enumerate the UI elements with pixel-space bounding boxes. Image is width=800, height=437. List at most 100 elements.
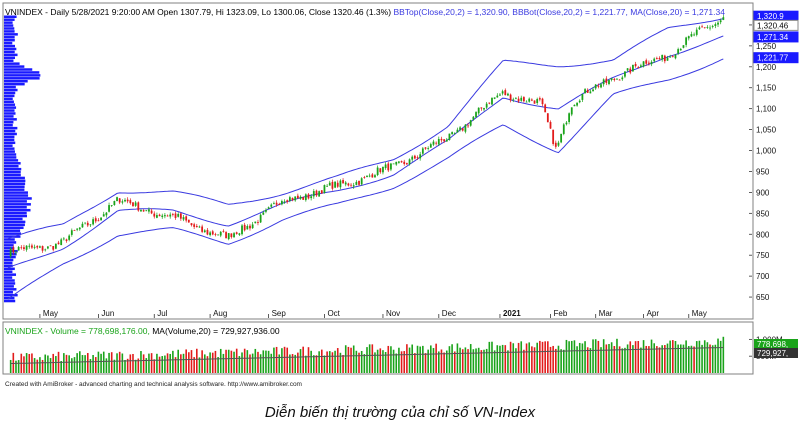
candle-body — [84, 222, 87, 224]
volume-bar — [339, 352, 342, 373]
volume-profile-bar — [4, 156, 17, 159]
candle-body — [475, 112, 477, 118]
candle-body — [190, 223, 193, 226]
candle-body — [602, 79, 605, 85]
y-tick-label: 1,000 — [756, 147, 777, 156]
candle-body — [153, 213, 156, 217]
candle-body — [395, 161, 398, 165]
candle-body — [315, 190, 318, 196]
volume-bar — [576, 346, 578, 373]
volume-profile-bar — [4, 91, 16, 95]
candle-body — [296, 195, 299, 199]
volume-bar — [222, 353, 225, 373]
y-tick-label: 700 — [756, 272, 770, 281]
volume-bar — [371, 344, 374, 373]
volume-bar — [703, 340, 706, 373]
x-tick-label: Nov — [386, 309, 400, 318]
candle-body — [177, 213, 180, 217]
candle-body — [25, 245, 28, 250]
candle-body — [20, 247, 23, 249]
candle-body — [496, 95, 499, 98]
volume-profile-bar — [4, 173, 21, 177]
volume-bar — [36, 359, 39, 373]
volume-bar — [501, 344, 504, 373]
volume-profile-bar — [4, 44, 15, 48]
candle-body — [448, 133, 451, 140]
volume-bar — [259, 354, 262, 373]
volume-bar — [488, 341, 491, 373]
volume-bar — [270, 353, 273, 373]
candle-body — [507, 93, 509, 96]
volume-bar — [217, 357, 219, 373]
volume-bar — [134, 359, 137, 373]
candle-body — [326, 185, 329, 187]
volume-bar — [376, 349, 379, 373]
volume-bar — [701, 344, 703, 373]
candle-body — [677, 49, 680, 54]
candle-body — [299, 196, 302, 199]
volume-bar — [366, 347, 368, 373]
candle-body — [640, 65, 642, 67]
volume-bar — [531, 346, 533, 373]
volume-profile-bar — [4, 82, 25, 86]
volume-bar — [475, 348, 477, 373]
volume-bar — [102, 351, 105, 373]
y-tick-label: 900 — [756, 188, 770, 197]
candle-body — [421, 148, 424, 154]
candle-body — [467, 125, 469, 127]
volume-bar — [387, 345, 390, 373]
candle-body — [198, 226, 201, 228]
volume-bar — [214, 350, 217, 373]
volume-bar — [275, 346, 278, 373]
candle-body — [600, 84, 602, 88]
volume-bar — [344, 345, 347, 373]
volume-bar — [9, 359, 12, 373]
volume-bar — [711, 345, 714, 373]
candle-body — [501, 91, 504, 94]
x-tick-label: Aug — [213, 309, 227, 318]
x-tick-label: Sep — [272, 309, 287, 318]
value-label-box — [753, 31, 799, 43]
volume-bar — [472, 349, 475, 373]
volume-bar — [717, 338, 719, 373]
candle-body — [102, 214, 105, 217]
candle-body — [270, 204, 273, 207]
volume-bar — [640, 347, 642, 373]
candle-body — [443, 139, 446, 142]
volume-bar — [512, 343, 515, 373]
candle-body — [597, 85, 600, 87]
volume-profile-bar — [4, 208, 31, 212]
volume-bar — [225, 349, 227, 373]
volume-bar — [398, 347, 400, 373]
candle-body — [23, 247, 25, 250]
value-label-box — [753, 19, 799, 31]
volume-profile-bar — [4, 270, 13, 273]
volume-profile-bar — [4, 293, 18, 297]
candle-body — [722, 17, 725, 20]
candle-body — [685, 37, 688, 45]
volume-bar — [634, 341, 637, 373]
volume-bar — [438, 351, 440, 373]
candle-body — [374, 175, 376, 178]
candle-body — [408, 159, 411, 165]
volume-profile-bar — [4, 167, 22, 171]
candle-body — [472, 116, 475, 120]
volume-bar — [528, 342, 531, 373]
candle-body — [366, 175, 368, 177]
candle-body — [661, 54, 664, 60]
volume-bar — [124, 359, 126, 373]
volume-profile-bar — [4, 203, 31, 206]
candle-body — [65, 239, 68, 242]
candle-body — [49, 245, 52, 247]
volume-bar — [286, 347, 289, 373]
candle-body — [257, 222, 259, 223]
volume-bar — [424, 353, 427, 373]
candle-body — [515, 98, 517, 100]
candle-body — [674, 54, 677, 59]
volume-bar — [180, 354, 182, 373]
candle-body — [307, 194, 310, 199]
volume-value-label-box — [754, 339, 798, 349]
volume-profile-bar — [4, 285, 14, 288]
volume-profile-bar — [4, 200, 27, 203]
volume-bar — [706, 342, 709, 373]
